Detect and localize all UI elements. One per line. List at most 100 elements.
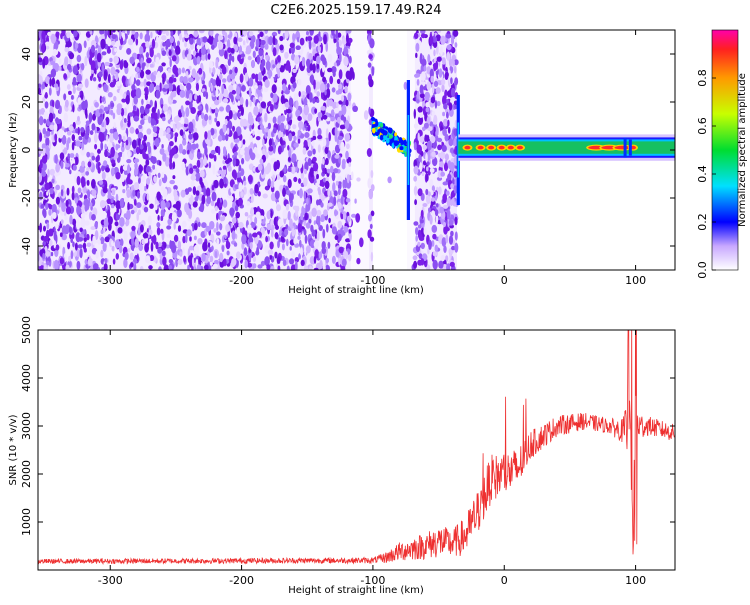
spectrogram-cell <box>284 101 290 108</box>
spectrogram-cell <box>127 150 131 159</box>
spectrogram-cell <box>300 259 305 267</box>
spectrogram-cell <box>224 118 228 126</box>
spectrogram-cell <box>441 57 446 65</box>
spectrogram-cell <box>281 243 285 251</box>
spectrogram-cell <box>267 129 271 140</box>
spectrogram-cell <box>187 41 190 50</box>
spectrogram-transition-cell <box>403 139 407 146</box>
spectrogram-cell <box>272 93 278 103</box>
spectrogram-cell <box>414 73 420 78</box>
spectrogram-cell <box>271 131 274 138</box>
spectrogram-cell <box>172 64 177 74</box>
spectrogram-cell <box>268 145 274 152</box>
spectrogram-cell <box>316 91 321 97</box>
spectrogram-cell <box>63 128 67 133</box>
spectrogram-cell <box>338 100 343 105</box>
spectrogram-cell <box>446 197 451 207</box>
spectrogram-cell <box>335 30 339 39</box>
spectrogram-cell <box>126 209 131 220</box>
spectrogram-cell <box>329 99 334 107</box>
spectrogram-cell <box>417 132 420 141</box>
spectrogram-cell <box>309 92 313 103</box>
spectrogram-cell <box>352 71 355 80</box>
spectrogram-cell <box>413 165 419 175</box>
spectrogram-cell <box>453 171 458 178</box>
spectrogram-cell <box>322 64 325 73</box>
spectrogram-cell <box>420 30 426 35</box>
spectrogram-cell <box>338 246 344 254</box>
spectrogram-cell <box>101 96 105 103</box>
spectrogram-cell <box>146 128 152 135</box>
spectrogram-cell <box>39 191 43 201</box>
spectrogram-cell <box>433 80 439 87</box>
spectrogram-cell <box>438 68 443 78</box>
spectrogram-x-tick-label: 100 <box>625 274 646 287</box>
spectrogram-cell <box>427 126 433 132</box>
spectrogram-cell <box>345 99 349 107</box>
spectrogram-cell <box>206 195 211 205</box>
spectrogram-cell <box>432 259 438 270</box>
spectrogram-cell <box>266 264 271 270</box>
spectrogram-cell <box>82 242 87 250</box>
spectrogram-cell <box>110 66 116 76</box>
spectrogram-cell <box>38 57 43 63</box>
spectrogram-cell <box>442 193 448 204</box>
spectrogram-cell <box>199 169 205 178</box>
spectrogram-cell <box>277 67 281 78</box>
spectrogram-cell <box>453 59 459 66</box>
spectrogram-cell <box>178 143 183 154</box>
spectrogram-cell <box>252 96 256 104</box>
spectrogram-cell <box>240 53 245 58</box>
spectrogram-cell <box>46 260 50 266</box>
spectrogram-cell <box>205 53 208 61</box>
spectrogram-cell <box>156 227 161 236</box>
spectrogram-cell <box>367 62 372 68</box>
spectrogram-cell <box>251 73 256 80</box>
spectrogram-cell <box>332 71 336 77</box>
spectrogram-cell <box>97 116 103 126</box>
spectrogram-cell <box>103 119 107 129</box>
spectrogram-cell <box>297 138 301 144</box>
spectrogram-cell <box>104 61 110 67</box>
spectrogram-cell <box>155 56 160 65</box>
spectrogram-cell <box>270 104 274 112</box>
spectrogram-cell <box>341 207 344 215</box>
spectrogram-cell <box>306 31 309 36</box>
spectrogram-cell <box>264 30 269 34</box>
spectrogram-cell <box>414 33 419 39</box>
spectrogram-cell <box>222 98 229 104</box>
spectrogram-cell <box>120 120 124 128</box>
spectrogram-cell <box>43 111 49 120</box>
spectrogram-cell <box>431 185 435 192</box>
spectrogram-cell <box>305 245 311 254</box>
spectrogram-cell <box>323 138 327 147</box>
spectrogram-cell <box>277 145 282 155</box>
spectrogram-cell <box>279 35 284 42</box>
spectrogram-cell <box>140 119 145 126</box>
spectrogram-cell <box>329 75 334 85</box>
spectrogram-cell <box>425 153 428 163</box>
spectrogram-cell <box>331 87 336 93</box>
spectrogram-cell <box>231 89 236 95</box>
spectrogram-cell <box>452 59 455 66</box>
spectrogram-cell <box>72 164 77 171</box>
spectrogram-cell <box>187 264 190 270</box>
spectrogram-cell <box>55 196 61 205</box>
spectrogram-cell <box>166 127 171 134</box>
spectrogram-cell <box>97 148 101 154</box>
spectrogram-cell <box>195 172 201 182</box>
spectrogram-cell <box>305 222 311 229</box>
spectrogram-cell <box>85 126 90 135</box>
spectrogram-cell <box>72 86 76 94</box>
spectrogram-cell <box>299 247 303 256</box>
spectrogram-cell <box>266 210 272 220</box>
spectrogram-cell <box>141 90 145 95</box>
spectrogram-cell <box>193 222 198 231</box>
spectrogram-cell <box>327 67 333 73</box>
spectrogram-cell <box>171 147 177 155</box>
spectrogram-cell <box>123 258 128 269</box>
spectrogram-cell <box>424 91 431 100</box>
spectrogram-cell <box>172 161 176 170</box>
spectrogram-cell <box>276 173 281 181</box>
